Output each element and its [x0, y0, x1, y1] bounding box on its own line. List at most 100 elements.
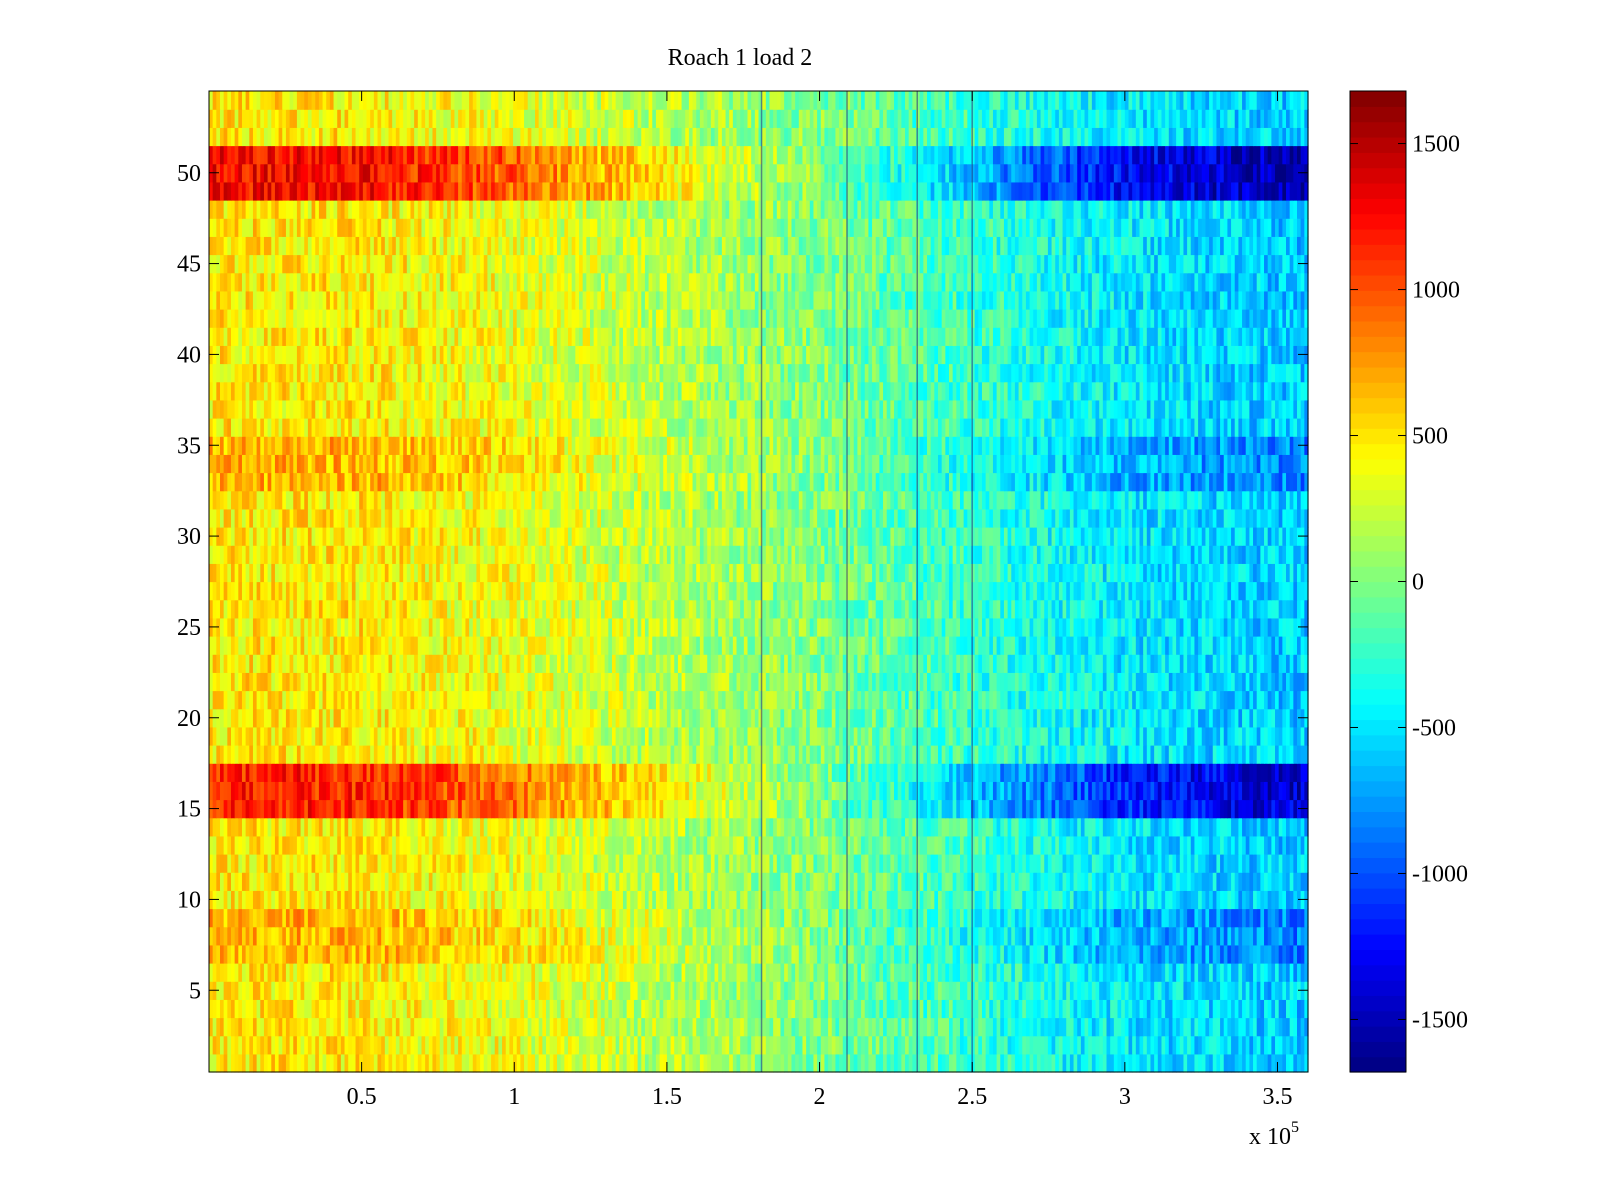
heatmap-cell: [970, 926, 976, 946]
heatmap-cell: [663, 926, 668, 946]
heatmap-cell: [516, 1017, 521, 1037]
heatmap-cell: [509, 1053, 514, 1073]
heatmap-cell: [1198, 963, 1203, 982]
heatmap-cell: [579, 872, 584, 891]
heatmap-cell: [1051, 781, 1056, 801]
heatmap-cell: [879, 763, 884, 782]
heatmap-cell: [520, 963, 525, 982]
heatmap-cell: [659, 944, 664, 964]
heatmap-cell: [524, 981, 529, 1000]
heatmap-cell: [1242, 1053, 1247, 1073]
heatmap-cell: [219, 799, 225, 819]
heatmap-cell: [663, 944, 668, 964]
heatmap-cell: [1179, 872, 1185, 891]
heatmap-cell: [703, 981, 708, 1000]
heatmap-cell: [355, 1035, 360, 1055]
heatmap-cell: [322, 981, 327, 1000]
heatmap-cell: [608, 944, 613, 964]
heatmap-cell: [1077, 890, 1082, 910]
heatmap-cell: [307, 944, 313, 964]
heatmap-cell: [219, 981, 225, 1000]
heatmap-cell: [890, 763, 895, 782]
heatmap-cell: [238, 890, 243, 910]
heatmap-cell: [1297, 908, 1302, 928]
heatmap-cell: [549, 854, 554, 873]
heatmap-cell: [549, 944, 554, 964]
heatmap-cell: [1154, 981, 1159, 1000]
heatmap-cell: [1157, 944, 1163, 964]
heatmap-cell: [754, 981, 760, 1000]
heatmap-cell: [370, 854, 375, 873]
heatmap-cell: [384, 835, 390, 855]
heatmap-cell: [1121, 799, 1126, 819]
heatmap-cell: [681, 963, 686, 982]
heatmap-cell: [765, 1053, 771, 1073]
heatmap-cell: [806, 1035, 811, 1055]
heatmap-cell: [905, 908, 910, 928]
heatmap-cell: [469, 835, 474, 855]
heatmap-cell: [773, 1017, 778, 1037]
heatmap-cell: [978, 981, 983, 1000]
heatmap-cell: [956, 963, 961, 982]
heatmap-cell: [1055, 999, 1060, 1019]
heatmap-cell: [542, 963, 547, 982]
heatmap-cell: [531, 1053, 536, 1073]
heatmap-cell: [677, 763, 683, 782]
heatmap-cell: [641, 781, 646, 801]
heatmap-cell: [615, 817, 620, 837]
heatmap-cell: [1018, 963, 1023, 982]
heatmap-cell: [769, 890, 774, 910]
heatmap-cell: [597, 781, 602, 801]
heatmap-cell: [1117, 963, 1122, 982]
heatmap-cell: [209, 999, 214, 1019]
heatmap-cell: [974, 999, 979, 1019]
heatmap-cell: [637, 1017, 642, 1037]
heatmap-cell: [824, 999, 829, 1019]
heatmap-cell: [1036, 781, 1042, 801]
heatmap-cell: [978, 835, 983, 855]
heatmap-cell: [447, 854, 452, 873]
heatmap-cell: [1044, 781, 1049, 801]
heatmap-cell: [388, 817, 393, 837]
heatmap-cell: [1073, 854, 1078, 873]
heatmap-cell: [546, 1053, 551, 1073]
heatmap-cell: [329, 781, 335, 801]
heatmap-cell: [912, 963, 917, 982]
heatmap-cell: [1084, 944, 1089, 964]
heatmap-cell: [542, 944, 547, 964]
heatmap-cell: [817, 781, 822, 801]
heatmap-cell: [1121, 981, 1126, 1000]
heatmap-cell: [916, 763, 921, 782]
heatmap-cell: [1300, 926, 1305, 946]
heatmap-cell: [894, 799, 899, 819]
heatmap-cell: [633, 1017, 639, 1037]
heatmap-cell: [1260, 872, 1265, 891]
heatmap-cell: [798, 799, 804, 819]
heatmap-cell: [828, 835, 833, 855]
heatmap-cell: [710, 963, 716, 982]
heatmap-cell: [696, 944, 701, 964]
heatmap-cell: [1187, 926, 1192, 946]
heatmap-cell: [278, 872, 283, 891]
heatmap-cell: [209, 763, 214, 782]
heatmap-cell: [751, 854, 756, 873]
heatmap-cell: [472, 890, 478, 910]
heatmap-cell: [1183, 999, 1188, 1019]
heatmap-cell: [579, 981, 584, 1000]
heatmap-cell: [820, 1053, 826, 1073]
heatmap-cell: [417, 1053, 423, 1073]
heatmap-cell: [282, 908, 287, 928]
heatmap-cell: [1139, 1017, 1144, 1037]
heatmap-cell: [234, 872, 239, 891]
heatmap-cell: [1058, 1035, 1064, 1055]
heatmap-cell: [399, 890, 404, 910]
heatmap-cell: [663, 981, 668, 1000]
heatmap-cell: [901, 908, 906, 928]
heatmap-cell: [337, 817, 342, 837]
heatmap-cell: [820, 1017, 826, 1037]
heatmap-cell: [784, 1017, 789, 1037]
heatmap-cell: [307, 1053, 313, 1073]
heatmap-cell: [1110, 1017, 1115, 1037]
heatmap-cell: [1095, 1017, 1100, 1037]
heatmap-cell: [1242, 908, 1247, 928]
